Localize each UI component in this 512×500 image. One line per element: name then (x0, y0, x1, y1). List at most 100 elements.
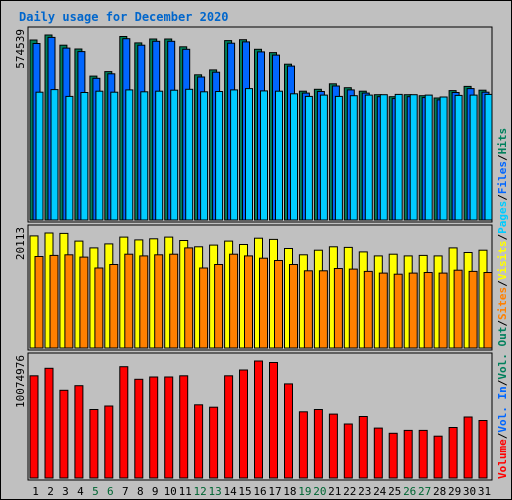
x-tick-label-14: 14 (223, 485, 237, 498)
x-tick-label-26: 26 (403, 485, 416, 498)
bar-volume-day-9 (149, 376, 159, 479)
bar-sites-day-4 (79, 256, 89, 349)
x-tick-label-27: 27 (418, 485, 431, 498)
panel-bottom: 10074976 (14, 352, 493, 481)
bar-volume-day-24 (373, 427, 383, 479)
x-tick-label-31: 31 (478, 485, 491, 498)
x-tick-label-13: 13 (208, 485, 221, 498)
bar-pages-day-22 (349, 95, 358, 221)
bar-sites-day-22 (348, 268, 358, 349)
legend-item-1: / (496, 432, 509, 439)
bar-volume-day-12 (194, 404, 204, 479)
bar-volume-day-11 (179, 375, 189, 479)
bar-pages-day-23 (364, 94, 373, 221)
series-volume (29, 360, 488, 479)
x-tick-label-15: 15 (238, 485, 251, 498)
bar-sites-day-11 (184, 247, 194, 349)
bar-volume-day-18 (284, 383, 293, 479)
bar-volume-day-16 (254, 360, 263, 479)
panel-top: 574539 (14, 26, 493, 223)
bar-volume-day-26 (403, 429, 413, 479)
x-tick-label-21: 21 (328, 485, 341, 498)
bar-pages-day-11 (185, 88, 194, 221)
x-tick-label-12: 12 (193, 485, 206, 498)
x-tick-label-23: 23 (358, 485, 371, 498)
x-tick-label-20: 20 (313, 485, 326, 498)
x-tick-label-30: 30 (463, 485, 476, 498)
bar-pages-day-18 (290, 93, 298, 221)
x-tick-label-3: 3 (62, 485, 69, 498)
bar-pages-day-7 (125, 89, 134, 221)
bar-volume-day-1 (29, 375, 39, 479)
panels-layer: 574539 20113 10074976 (14, 26, 493, 481)
bar-volume-day-3 (59, 389, 69, 479)
legend-item-13: / (496, 154, 509, 161)
bar-sites-day-24 (378, 272, 388, 349)
bar-sites-day-19 (303, 270, 313, 349)
bar-volume-day-28 (433, 435, 443, 479)
x-tick-label-22: 22 (343, 485, 356, 498)
bar-volume-day-14 (224, 375, 234, 479)
panel-bottom-max-label: 10074976 (14, 355, 27, 408)
bar-volume-day-5 (89, 409, 99, 479)
bar-volume-day-23 (358, 416, 368, 479)
bar-volume-day-7 (119, 366, 129, 479)
bar-pages-day-4 (80, 92, 89, 221)
bar-sites-day-6 (109, 264, 119, 349)
bar-pages-day-3 (65, 95, 74, 221)
x-tick-label-7: 7 (122, 485, 129, 498)
bar-volume-day-19 (298, 411, 308, 479)
bar-sites-day-30 (468, 270, 478, 349)
bar-sites-day-1 (34, 256, 44, 349)
bar-pages-day-12 (200, 91, 209, 221)
bar-pages-day-15 (245, 88, 253, 221)
bar-pages-day-14 (230, 89, 239, 221)
x-tick-label-18: 18 (283, 485, 296, 498)
bar-sites-day-8 (139, 255, 149, 349)
bar-pages-day-10 (170, 89, 179, 221)
series-sites (34, 247, 493, 349)
bar-volume-day-22 (343, 423, 353, 479)
legend-text: Volume/Vol. In/Vol. Out/Sites/Visits/Pag… (496, 128, 509, 479)
panel-top-max-label: 574539 (14, 29, 27, 69)
x-tick-label-8: 8 (137, 485, 144, 498)
bar-volume-day-29 (448, 427, 458, 479)
bar-pages-day-16 (260, 90, 268, 221)
bar-sites-day-14 (229, 253, 239, 349)
bar-sites-day-25 (393, 273, 403, 349)
panel-middle-max-label: 20113 (14, 227, 27, 260)
x-tick-label-10: 10 (164, 485, 177, 498)
x-tick-label-17: 17 (268, 485, 281, 498)
bar-sites-day-21 (333, 268, 343, 349)
bar-volume-day-21 (328, 413, 338, 479)
bar-pages-day-28 (439, 96, 448, 221)
bar-sites-day-18 (289, 264, 298, 349)
panel-middle: 20113 (14, 224, 493, 351)
legend-item-0: Volume (496, 439, 509, 479)
bar-sites-day-5 (94, 267, 104, 349)
chart-title: Daily usage for December 2020 (19, 10, 229, 24)
x-axis-labels: 1 2 3 4 5 6 7 8 9 10 11 12 13 14 15 16 17 18 19 20 21 22 23 24 2… (32, 485, 491, 498)
bar-sites-day-28 (438, 272, 448, 349)
legend-item-7: / (496, 280, 509, 287)
bar-pages-day-19 (304, 95, 313, 221)
bar-sites-day-31 (483, 272, 493, 349)
bar-sites-day-23 (363, 270, 373, 349)
bar-sites-day-27 (423, 272, 433, 349)
legend-item-3: / (496, 379, 509, 386)
x-tick-label-4: 4 (77, 485, 84, 498)
bar-sites-day-9 (154, 254, 164, 349)
x-tick-label-19: 19 (298, 485, 311, 498)
bar-sites-day-15 (244, 255, 253, 349)
x-tick-label-9: 9 (152, 485, 159, 498)
x-tick-label-29: 29 (448, 485, 461, 498)
bar-volume-day-4 (74, 385, 84, 479)
bar-sites-day-26 (408, 272, 418, 349)
legend-item-11: / (496, 194, 509, 201)
bar-volume-day-30 (463, 416, 473, 479)
bar-volume-day-27 (418, 429, 428, 479)
bar-volume-day-15 (239, 369, 248, 479)
bar-sites-day-13 (214, 264, 224, 349)
